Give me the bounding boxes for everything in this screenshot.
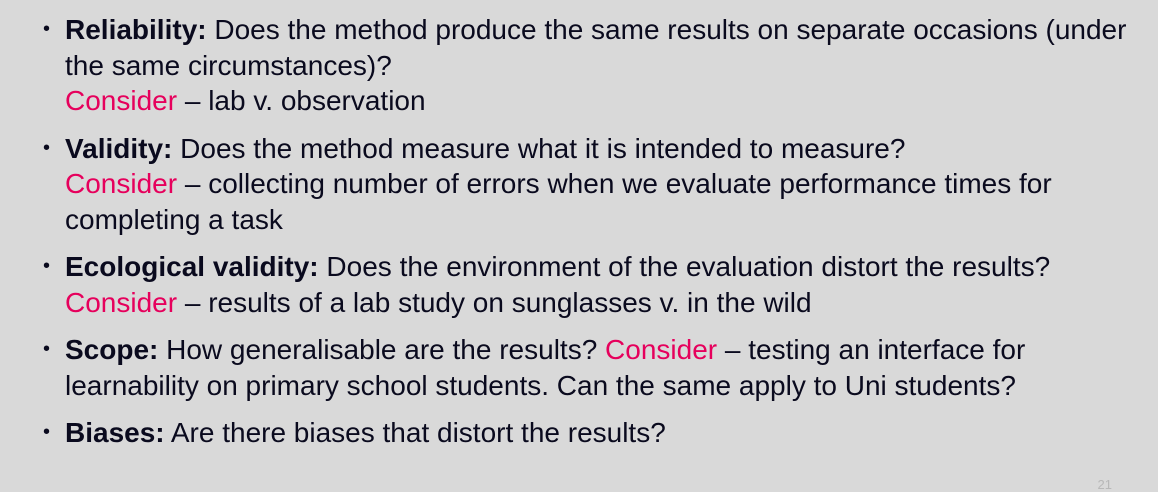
bullet-dot-icon: • — [43, 338, 51, 360]
consider-text: – collecting number of errors when we ev… — [65, 168, 1052, 235]
consider-label: Consider — [65, 85, 178, 116]
bullet-text: Does the method produce the same results… — [65, 14, 1127, 81]
consider-text: – lab v. observation — [177, 85, 426, 116]
bullet-term: Scope: — [65, 334, 159, 365]
bullet-scope: • Scope: How generalisable are the resul… — [42, 332, 1132, 403]
bullet-term: Biases: — [65, 417, 165, 448]
bullet-text: Does the method measure what it is inten… — [172, 132, 906, 164]
consider-label: Consider — [65, 168, 178, 199]
consider-label: Consider — [605, 334, 718, 365]
bullet-dot-icon: • — [43, 255, 51, 277]
bullet-text: Does the environment of the evaluation d… — [318, 251, 1051, 282]
bullet-dot-icon: • — [43, 136, 51, 159]
bullet-dot-icon: • — [43, 18, 51, 40]
consider-text: – testing an interface for learnability … — [65, 334, 1026, 401]
bullet-term: Validity: — [65, 132, 173, 164]
bullet-term: Reliability: — [65, 14, 207, 45]
bullet-text: How generalisable are the results? — [158, 334, 606, 365]
bullet-reliability: • Reliability: Does the method produce t… — [42, 12, 1132, 119]
consider-label: Consider — [65, 286, 178, 318]
bullet-text: Are there biases that distort the result… — [164, 417, 666, 448]
bullet-validity: • Validity: Does the method measure what… — [42, 131, 1132, 238]
consider-text: – results of a lab study on sunglasses v… — [177, 286, 812, 318]
bullet-biases: • Biases: Are there biases that distort … — [42, 415, 1132, 451]
bullet-dot-icon: • — [43, 421, 51, 443]
slide-number: 21 — [1097, 477, 1112, 492]
bullet-term: Ecological validity: — [65, 251, 319, 282]
bullet-list: • Reliability: Does the method produce t… — [42, 12, 1132, 463]
bullet-ecological-validity: • Ecological validity: Does the environm… — [42, 249, 1132, 320]
